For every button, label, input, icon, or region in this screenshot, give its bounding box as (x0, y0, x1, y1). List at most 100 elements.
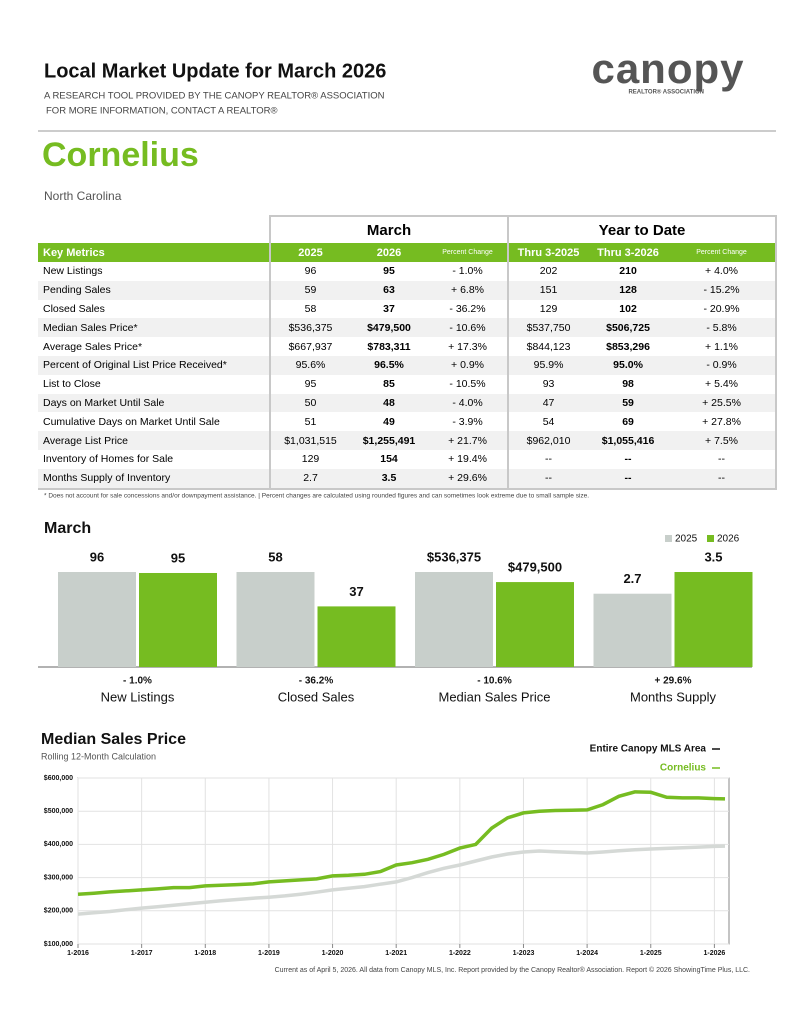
table-cell: 128 (588, 280, 669, 300)
table-cell: - 4.0% (428, 393, 509, 413)
table-cell: + 19.4% (448, 453, 487, 466)
category-label: New Listings (101, 689, 175, 704)
table-cell: + 21.7% (428, 431, 509, 450)
legend-label: Entire Canopy MLS Area (590, 744, 707, 755)
table-cell: - 0.9% (668, 355, 778, 375)
table-row: Inventory of Homes for Sale 129 154 + 19.4%… (38, 449, 778, 469)
table-row: Average List Price $1,031,515 $1,255,491 + … (38, 431, 778, 450)
x-tick-label: 1-2019 (258, 950, 280, 957)
bar-value-label: $479,500 (508, 560, 562, 575)
table-cell: Inventory of Homes for Sale (43, 453, 174, 466)
bar (674, 572, 753, 667)
table-cell: Cumulative Days on Market Until Sale (43, 415, 220, 428)
table-cell: 93 (507, 374, 589, 394)
y-tick-label: $200,000 (44, 908, 73, 915)
table-cell: Closed Sales (43, 302, 105, 315)
table-cell: $1,055,416 (588, 431, 669, 450)
table-cell: 96.5% (350, 355, 428, 375)
table-cell: 2.7 (269, 468, 350, 490)
table-cell: -- (624, 453, 632, 466)
table-cell: + 1.1% (668, 337, 778, 356)
table-cell: 202 (507, 262, 589, 281)
bar (139, 572, 217, 667)
table-row: Percent of Original List Price Received*… (38, 355, 778, 375)
legend-swatch (665, 535, 672, 542)
table-row: Pending Sales 59 63 + 6.8% 151 128- 15.2% (38, 280, 778, 300)
x-tick-label: 1-2026 (703, 950, 725, 957)
table-cell: Thru 3-2025 (507, 243, 589, 262)
table-row: March Year to Date (38, 215, 778, 243)
bar (236, 572, 315, 667)
line (77, 844, 726, 916)
footnote: * Does not account for sale concessions … (44, 493, 589, 500)
table-cell: + 17.3% (448, 340, 487, 353)
table-cell: -- (507, 449, 589, 469)
table-cell: - 10.5% (449, 378, 486, 391)
table-cell: Percent of Original List Price Received* (38, 355, 270, 375)
table-cell: 85 (383, 378, 395, 391)
table-cell: - 20.9% (668, 299, 778, 319)
table-row: Key Metrics 2025 2026 Percent Change Thru 3-… (38, 243, 778, 262)
table-cell: $783,311 (367, 340, 411, 353)
table-cell: + 5.4% (668, 374, 778, 394)
state: North Carolina (44, 189, 122, 203)
table-row: New Listings 96 95 - 1.0% 202 210 + 4.0% (38, 262, 778, 281)
table-cell: - 15.2% (668, 280, 778, 300)
y-tick-label: $100,000 (44, 941, 73, 948)
table-cell: 58 (269, 299, 350, 319)
table-cell: $1,031,515 (269, 431, 350, 450)
bar (415, 572, 493, 667)
table-cell: 102 (619, 302, 637, 315)
legend-label: 2026 (717, 534, 740, 545)
table-cell: $537,750 (507, 318, 589, 338)
table-cell: 59 (269, 280, 350, 300)
y-tick-label: $600,000 (44, 775, 73, 782)
table-cell: $853,296 (606, 340, 650, 353)
table-cell: Percent Change (428, 243, 509, 262)
table-cell: Pending Sales (38, 280, 270, 300)
table-cell: $844,123 (507, 337, 589, 356)
x-tick-label: 1-2022 (449, 950, 471, 957)
table-cell: 3.5 (350, 468, 428, 490)
bar (58, 572, 136, 667)
category-label: Closed Sales (278, 689, 355, 704)
table-cell: 54 (507, 412, 589, 432)
table-cell: 47 (507, 393, 589, 413)
table-row: Days on Market Until Sale 50 48- 4.0% 47 59 +… (38, 393, 778, 413)
table-cell: 95 (383, 265, 395, 278)
bar-value-label: 3.5 (704, 549, 722, 564)
change-label: - 36.2% (299, 676, 334, 687)
subtitle: FOR MORE INFORMATION, CONTACT A REALTOR® (46, 106, 278, 117)
table-row: Average Sales Price* $667,937 $783,311 + 17… (38, 337, 778, 356)
footer: Current as of April 5, 2026. All data fr… (275, 966, 750, 974)
table-cell: + 6.8% (428, 280, 509, 300)
table-cell: 37 (383, 302, 395, 315)
x-tick-label: 1-2024 (576, 950, 598, 957)
legend-label: Cornelius (660, 763, 707, 774)
table-cell: + 7.5% (668, 431, 778, 450)
table-cell: -- (588, 468, 669, 490)
table-cell: + 29.6% (428, 468, 509, 490)
location: Cornelius (42, 136, 199, 174)
table-cell: $479,500 (350, 318, 428, 338)
table-cell: - 36.2% (449, 302, 486, 315)
table-cell: Median Sales Price* (38, 318, 270, 338)
bar-value-label: 58 (268, 549, 282, 564)
table-cell: 129 (507, 299, 589, 319)
bar-value-label: $536,375 (427, 549, 481, 564)
table-cell: $962,010 (507, 431, 589, 450)
plot-frame (77, 777, 730, 945)
legend-label: 2025 (675, 534, 698, 545)
table-cell: 69 (622, 415, 634, 428)
table-cell: Months Supply of Inventory (38, 468, 270, 490)
table-cell: Average List Price (38, 431, 270, 450)
table-cell: Key Metrics (38, 243, 270, 262)
table-cell: List to Close (43, 378, 101, 391)
table-cell: 98 (622, 378, 634, 391)
bar-value-label: 37 (349, 584, 363, 599)
category-label: Months Supply (630, 689, 716, 704)
table-cell: $1,255,491 (350, 431, 428, 450)
table-cell: 95.0% (588, 355, 669, 375)
table-cell: 49 (383, 415, 395, 428)
